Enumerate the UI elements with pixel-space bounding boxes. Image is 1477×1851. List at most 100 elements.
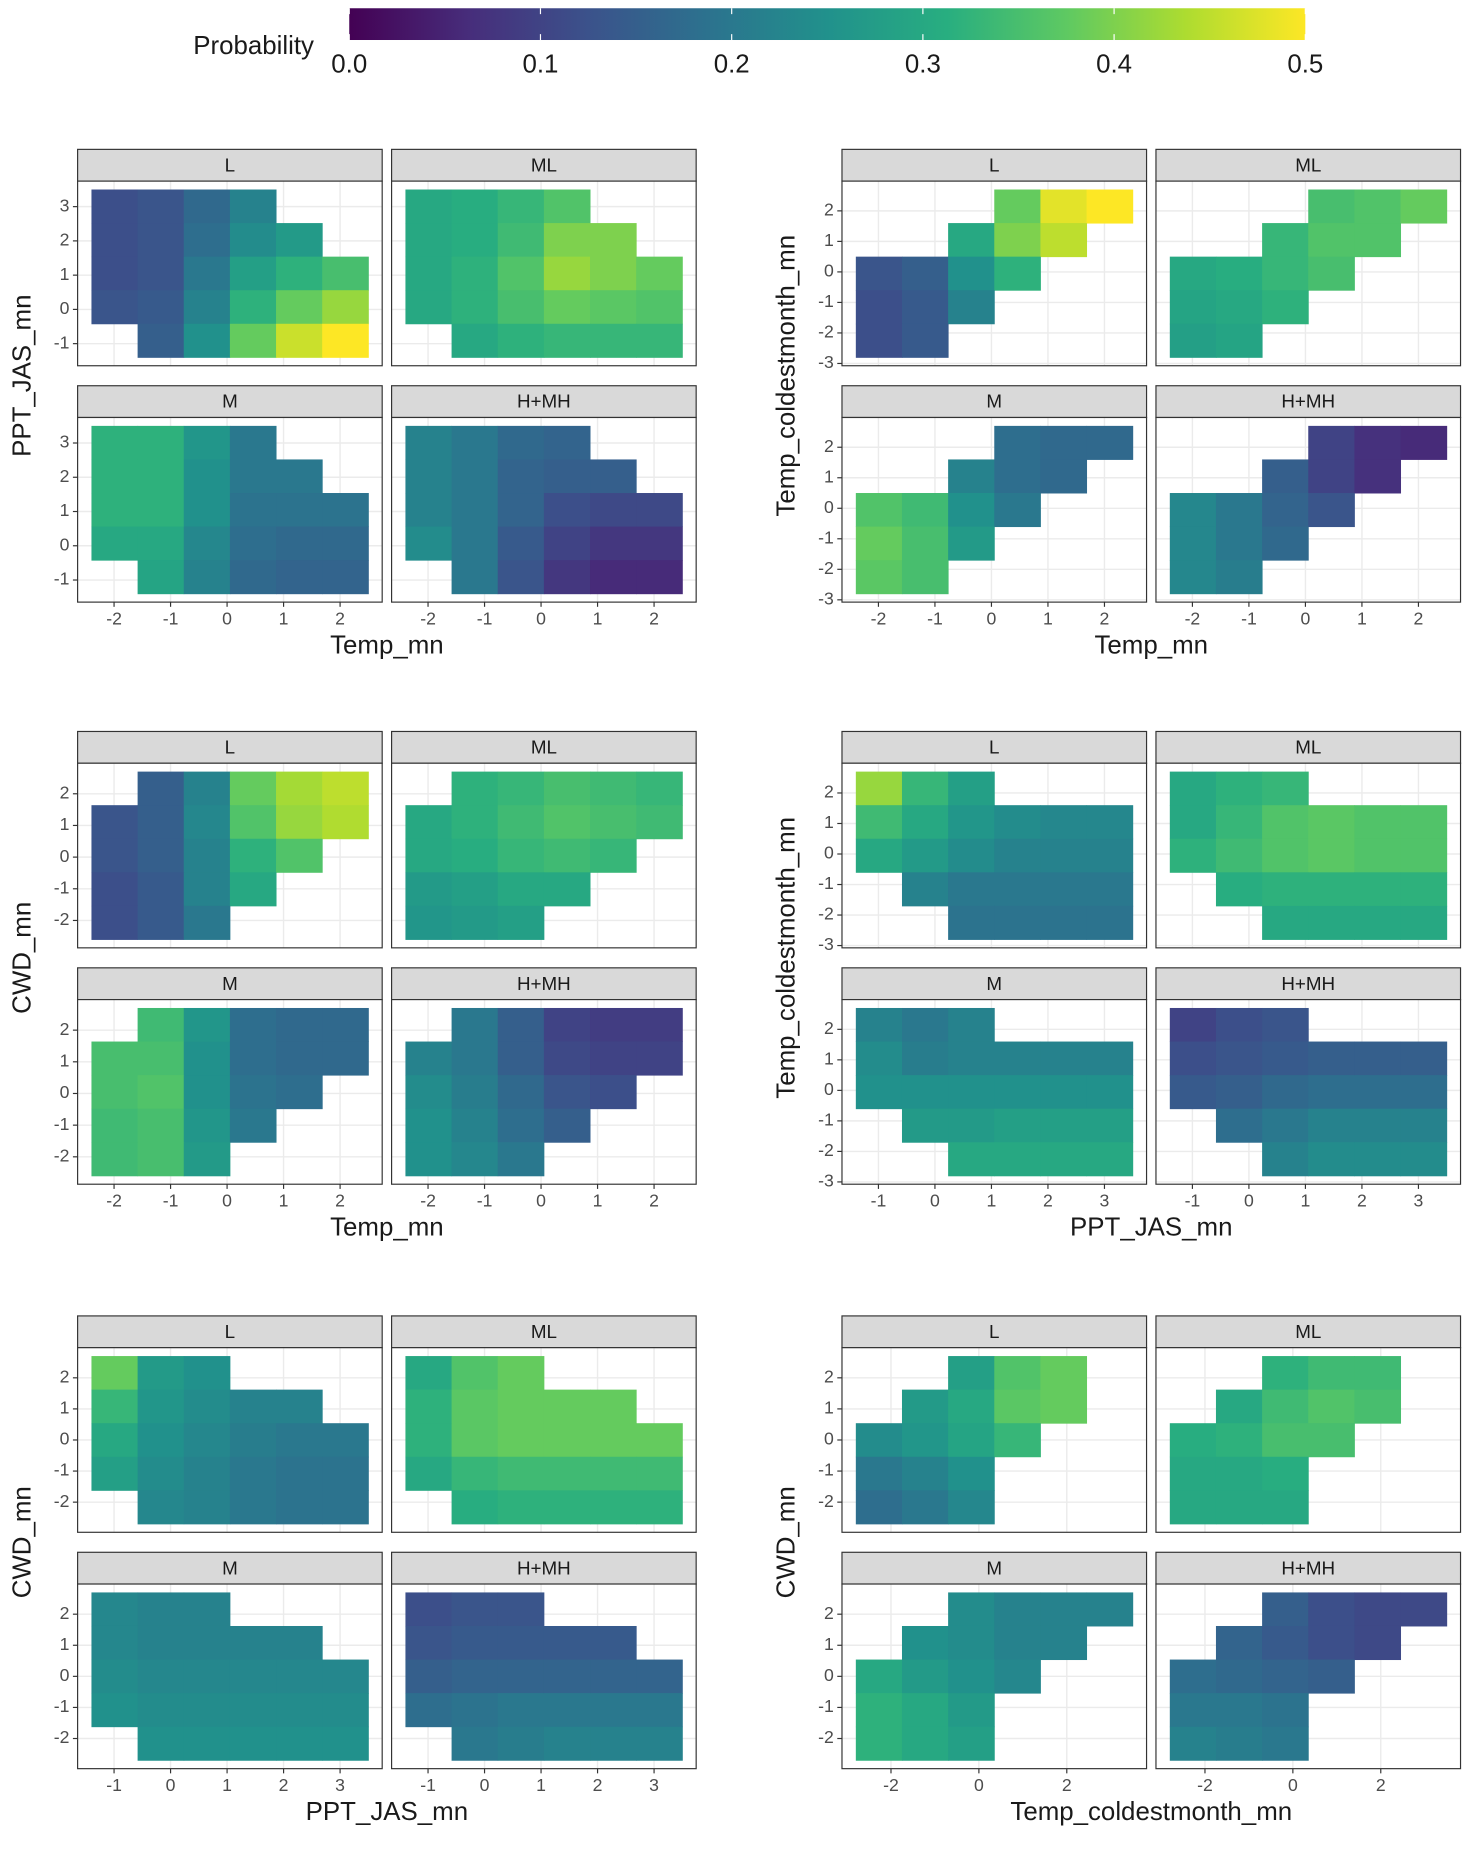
heat-cell — [276, 223, 323, 258]
heat-cell — [855, 323, 903, 358]
heat-cell — [1262, 1693, 1309, 1728]
heat-cell — [229, 1726, 277, 1761]
heat-cell — [91, 805, 139, 840]
colorbar-tick-label: 0.0 — [331, 51, 367, 79]
heat-cell — [1040, 1625, 1088, 1661]
y-tick-label: 1 — [60, 1634, 70, 1654]
heat-cell — [994, 872, 1041, 907]
heat-cell — [497, 1625, 545, 1661]
heat-cell — [1354, 1625, 1402, 1661]
heat-cell — [1262, 1075, 1309, 1110]
heat-cell — [1215, 872, 1263, 907]
heat-cell — [497, 1108, 545, 1143]
heat-cell — [1308, 1625, 1355, 1661]
panel-border — [841, 762, 1148, 949]
heat-cell — [948, 838, 995, 873]
heat-cell — [91, 1625, 139, 1661]
strip-label: M — [986, 973, 1002, 994]
heat-cell — [229, 189, 277, 224]
heat-cell — [543, 1075, 591, 1110]
colorbar-tick-label: 0.4 — [1096, 51, 1132, 79]
x-tick-label: 1 — [593, 1191, 603, 1211]
y-tick-label: 1 — [824, 230, 834, 250]
x-tick-label: 1 — [222, 1775, 232, 1795]
heat-cell — [1169, 526, 1217, 561]
heat-cell — [451, 872, 499, 907]
heat-cell — [276, 459, 323, 494]
heat-cell — [855, 256, 903, 291]
heat-cell — [497, 905, 545, 940]
heat-cell — [1262, 1490, 1309, 1525]
y-tick-label: 2 — [60, 1366, 70, 1386]
heat-cell — [1215, 493, 1263, 528]
x-axis-title: Temp_coldestmonth_mn — [1010, 1798, 1292, 1826]
x-tick-label: 0 — [1244, 1191, 1254, 1211]
heat-cell — [590, 290, 637, 325]
heat-cell — [636, 323, 683, 358]
heat-cell — [137, 1007, 185, 1043]
y-tick-label: -2 — [818, 904, 834, 924]
heat-cell — [1262, 290, 1309, 325]
heat-cell — [1215, 1693, 1263, 1728]
heat-cell — [590, 1726, 637, 1761]
heat-cell — [1169, 1423, 1217, 1458]
heat-cell — [497, 1007, 545, 1043]
heat-cell — [1308, 872, 1355, 907]
heat-cell — [91, 1142, 139, 1177]
heat-cell — [948, 1108, 995, 1143]
heat-cell — [137, 560, 185, 595]
heat-cell — [1215, 838, 1263, 873]
heat-cell — [636, 1041, 683, 1076]
y-tick-label: 2 — [824, 1366, 834, 1386]
heat-cell — [183, 1041, 231, 1076]
heat-cell — [322, 1726, 369, 1761]
heat-cell — [322, 1041, 369, 1076]
heat-cell — [901, 256, 949, 291]
strip-label: ML — [531, 154, 557, 175]
colorbar-title: Probability — [193, 32, 314, 60]
heat-cell — [183, 1693, 231, 1728]
heat-cell — [901, 1075, 949, 1110]
strip-label: H+MH — [517, 973, 571, 994]
heat-cell — [1215, 1075, 1263, 1110]
heat-cell — [948, 905, 995, 940]
heat-cell — [405, 526, 453, 561]
y-tick-label: -2 — [54, 1491, 70, 1511]
strip-label: L — [225, 154, 235, 175]
heat-cell — [855, 290, 903, 325]
heat-cell — [1086, 838, 1134, 873]
x-tick-label: -2 — [883, 1775, 899, 1795]
y-tick-label: 2 — [60, 1603, 70, 1623]
heat-cell — [137, 526, 185, 561]
heat-cell — [855, 771, 903, 806]
heat-cell — [276, 1075, 323, 1110]
heat-cell — [405, 905, 453, 940]
heat-cell — [451, 1659, 499, 1694]
heat-cell — [137, 805, 185, 840]
heat-cell — [1215, 1490, 1263, 1525]
x-tick-label: 0 — [1301, 608, 1311, 628]
x-axis-title: Temp_mn — [330, 632, 444, 660]
heat-cell — [543, 1423, 591, 1458]
heat-cell — [1354, 189, 1402, 224]
heat-cell — [636, 1456, 683, 1491]
x-tick-label: -1 — [106, 1775, 122, 1795]
y-axis-title: Temp_coldestmonth_mn — [773, 235, 801, 517]
heat-cell — [91, 290, 139, 325]
heat-cell — [137, 425, 185, 460]
heat-cell — [276, 256, 323, 291]
heat-cell — [1308, 1659, 1355, 1694]
y-tick-label: 0 — [60, 1082, 70, 1102]
heat-cell — [1215, 256, 1263, 291]
heat-cell — [1262, 1423, 1309, 1458]
heat-cell — [855, 1456, 903, 1491]
heat-cell — [451, 1592, 499, 1627]
y-tick-label: -1 — [818, 527, 834, 547]
heat-cell — [451, 905, 499, 940]
heat-cell — [183, 323, 231, 358]
panel-border — [77, 998, 383, 1185]
heat-cell — [276, 1423, 323, 1458]
heat-cell — [1308, 425, 1355, 460]
heat-cell — [229, 526, 277, 561]
heat-cell — [405, 1142, 453, 1177]
